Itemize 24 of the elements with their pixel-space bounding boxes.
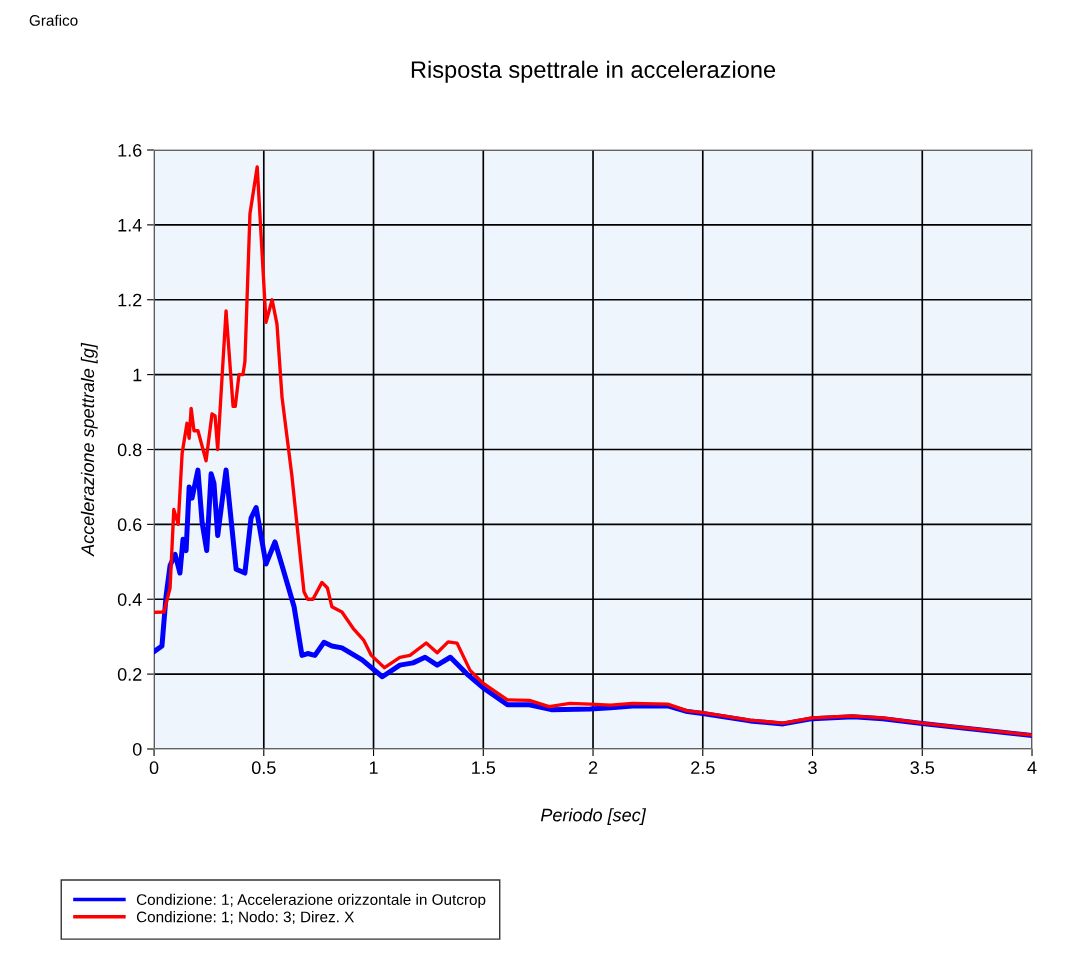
x-tick-label: 3 — [808, 761, 817, 775]
x-tick-label: 1.5 — [472, 761, 496, 775]
legend-label: Condizione: 1; Nodo: 3; Direz. X — [136, 911, 355, 925]
x-tick-label: 3.5 — [910, 761, 935, 775]
y-tick-label: 0.6 — [117, 518, 142, 532]
x-tick-label: 2.5 — [691, 761, 715, 775]
x-tick-label: 1 — [369, 761, 378, 774]
y-tick-label: 0.8 — [117, 443, 142, 457]
y-tick-label: 1.6 — [118, 143, 142, 157]
y-tick-label: 1.2 — [118, 293, 142, 307]
y-tick-label: 1.4 — [118, 219, 142, 232]
x-axis-title: Periodo [sec] — [540, 808, 647, 826]
chart-title: Risposta spettrale in accelerazione — [411, 60, 776, 83]
x-tick-label: 0.5 — [251, 761, 276, 775]
y-tick-label: 0.4 — [117, 593, 142, 606]
x-tick-label: 4 — [1027, 761, 1037, 774]
x-tick-label: 2 — [588, 761, 598, 774]
y-tick-label: 0 — [132, 742, 142, 756]
legend-label: Condizione: 1; Accelerazione orizzontale in Outcrop — [136, 893, 486, 909]
y-tick-label: 0.2 — [117, 668, 142, 681]
x-tick-label: 0 — [149, 761, 159, 775]
text: Grafico — [29, 14, 78, 26]
y-tick-label: 1 — [133, 368, 142, 382]
y-axis-title: Accelerazione spettrale [g] — [80, 342, 98, 557]
